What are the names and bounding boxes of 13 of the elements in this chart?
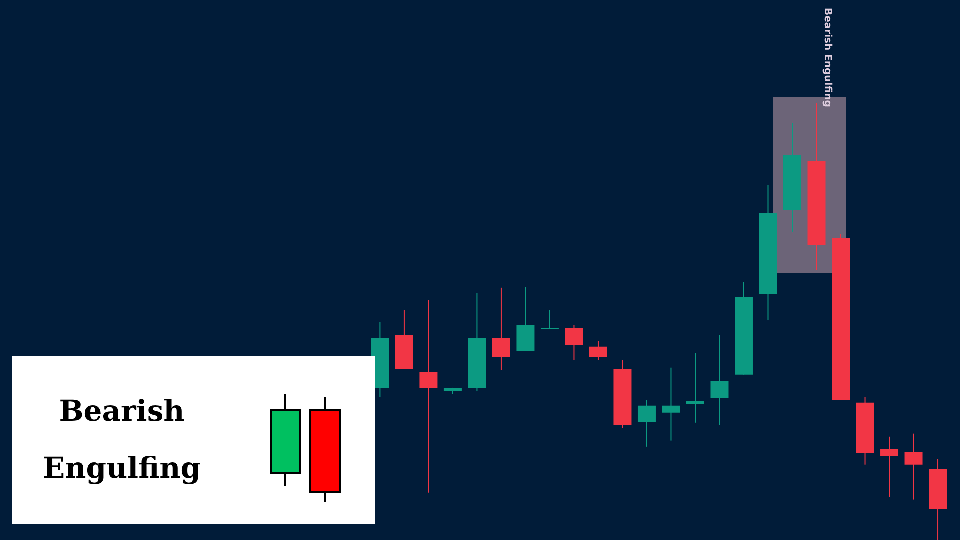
text: Bearish Engulfing (42, 394, 202, 485)
candlestick (904, 433, 923, 500)
candlestick (686, 352, 704, 424)
candlestick (565, 324, 584, 360)
candlestick (540, 310, 559, 330)
candlestick (420, 300, 438, 494)
candlestick (638, 400, 656, 448)
candlestick (710, 334, 729, 426)
candlestick (492, 287, 510, 371)
candlestick (589, 340, 608, 360)
candlestick (880, 436, 899, 498)
candlestick (662, 367, 680, 442)
annotation: Bearish Engulfing (822, 8, 833, 108)
